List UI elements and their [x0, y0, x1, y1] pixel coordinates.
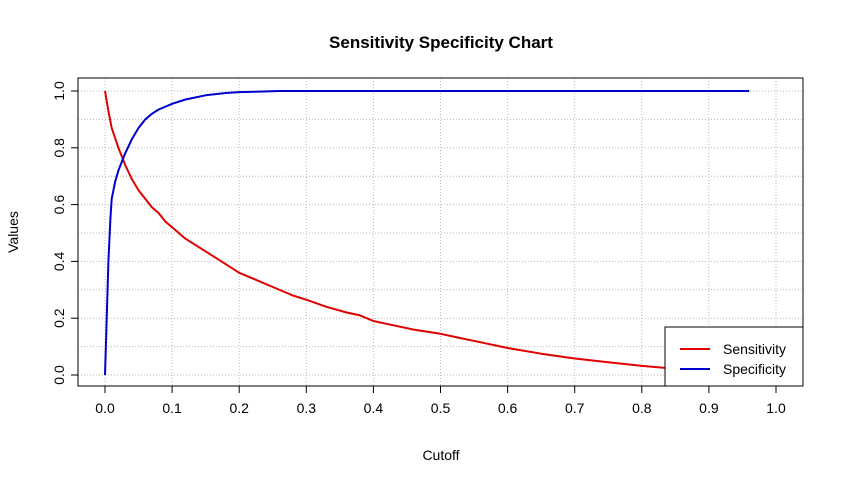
x-tick-label: 0.2 [229, 400, 249, 416]
y-tick-label: 0.2 [51, 308, 67, 328]
y-axis: 0.0 0.2 0.4 0.6 0.8 1.0 [51, 81, 78, 385]
x-axis: 0.0 0.1 0.2 0.3 0.4 0.5 0.6 0.7 0.8 0.9 1.0 [95, 386, 786, 416]
legend-label: Specificity [723, 361, 786, 377]
y-axis-label: Values [5, 211, 21, 253]
x-axis-label: Cutoff [422, 447, 459, 463]
x-tick-label: 0.1 [162, 400, 182, 416]
x-tick-label: 0.5 [431, 400, 451, 416]
x-tick-label: 0.4 [364, 400, 384, 416]
legend-box [664, 326, 804, 387]
series-line-sensitivity [104, 90, 750, 376]
series-layer [104, 90, 750, 376]
x-tick-label: 0.8 [632, 400, 652, 416]
x-tick-label: 0.6 [498, 400, 518, 416]
x-tick-label: 0.3 [297, 400, 317, 416]
chart-title: Sensitivity Specificity Chart [329, 33, 553, 52]
series-line-specificity [104, 90, 750, 376]
x-tick-label: 0.7 [565, 400, 585, 416]
y-tick-label: 0.0 [51, 365, 67, 385]
legend: Sensitivity Specificity [664, 326, 804, 387]
y-tick-label: 0.4 [51, 251, 67, 271]
x-tick-label: 1.0 [766, 400, 786, 416]
x-tick-label: 0.0 [95, 400, 115, 416]
y-tick-label: 0.8 [51, 138, 67, 158]
y-tick-label: 0.6 [51, 195, 67, 215]
legend-label: Sensitivity [723, 341, 786, 357]
grid [78, 78, 803, 386]
y-tick-label: 1.0 [51, 81, 67, 101]
x-tick-label: 0.9 [699, 400, 719, 416]
